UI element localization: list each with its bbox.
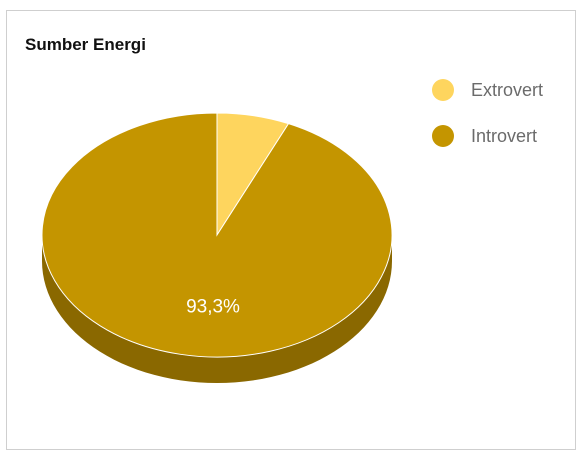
- pie-chart: 93,3%: [41, 112, 393, 383]
- data-label-introvert: 93,3%: [186, 297, 240, 318]
- legend-swatch-introvert: [432, 125, 454, 147]
- chart-title: Sumber Energi: [25, 35, 146, 54]
- legend-item-introvert[interactable]: Introvert: [432, 124, 543, 148]
- legend-item-extrovert[interactable]: Extrovert: [432, 78, 543, 102]
- pie-side-introvert: [42, 235, 392, 383]
- chart-legend: Extrovert Introvert: [432, 78, 543, 170]
- legend-swatch-extrovert: [432, 79, 454, 101]
- legend-label-extrovert: Extrovert: [471, 79, 544, 100]
- legend-label-introvert: Introvert: [471, 125, 538, 146]
- pie-slice-introvert: [41, 112, 393, 358]
